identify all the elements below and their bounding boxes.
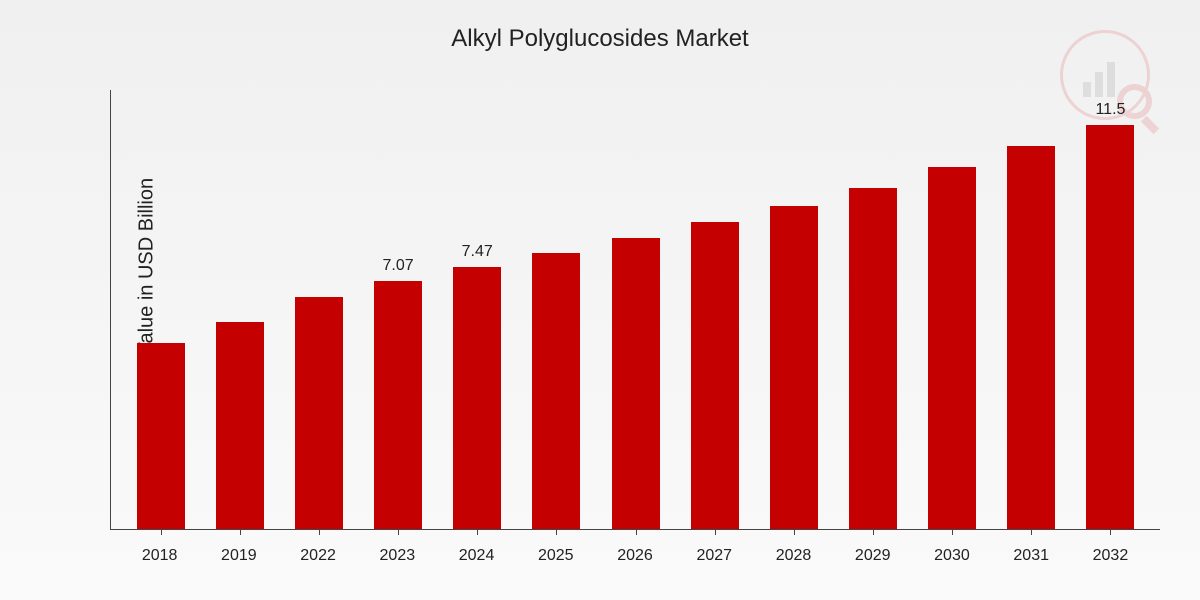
x-axis-label: 2027 xyxy=(675,547,754,565)
x-tick xyxy=(952,529,953,535)
bar-group: 7.07 xyxy=(358,90,437,529)
x-tick xyxy=(1110,529,1111,535)
bar xyxy=(374,281,422,529)
bar-group xyxy=(833,90,912,529)
x-tick xyxy=(636,529,637,535)
x-axis-label: 2022 xyxy=(278,547,357,565)
x-axis-label: 2024 xyxy=(437,547,516,565)
bar xyxy=(612,238,660,529)
bar xyxy=(770,206,818,529)
x-tick xyxy=(319,529,320,535)
bar-group: 7.47 xyxy=(438,90,517,529)
x-axis-label: 2026 xyxy=(595,547,674,565)
x-tick xyxy=(715,529,716,535)
bar-group xyxy=(279,90,358,529)
bar xyxy=(137,343,185,529)
x-tick xyxy=(794,529,795,535)
bar xyxy=(928,167,976,529)
x-tick xyxy=(240,529,241,535)
x-axis-label: 2023 xyxy=(358,547,437,565)
x-axis-label: 2029 xyxy=(833,547,912,565)
bar-group xyxy=(517,90,596,529)
bar xyxy=(691,222,739,529)
bar xyxy=(216,322,264,529)
x-axis-label: 2028 xyxy=(754,547,833,565)
x-tick xyxy=(161,529,162,535)
plot-area: 7.07 7.47 11.5 xyxy=(110,90,1160,530)
x-axis-label: 2025 xyxy=(516,547,595,565)
chart-container: Alkyl Polyglucosides Market Market Value… xyxy=(0,0,1200,600)
bar-group xyxy=(992,90,1071,529)
bar-group xyxy=(675,90,754,529)
x-tick xyxy=(873,529,874,535)
bar xyxy=(532,253,580,529)
bars-wrapper: 7.07 7.47 11.5 xyxy=(111,90,1160,529)
x-axis-label: 2019 xyxy=(199,547,278,565)
x-tick xyxy=(477,529,478,535)
bar-group xyxy=(121,90,200,529)
x-axis-label: 2018 xyxy=(120,547,199,565)
bar-group xyxy=(596,90,675,529)
bar-group xyxy=(200,90,279,529)
bar-group xyxy=(913,90,992,529)
x-axis-labels: 2018201920222023202420252026202720282029… xyxy=(110,547,1160,565)
bar-group: 11.5 xyxy=(1071,90,1150,529)
x-axis-label: 2032 xyxy=(1071,547,1150,565)
x-axis-label: 2031 xyxy=(992,547,1071,565)
bar-value-label: 11.5 xyxy=(1095,101,1125,119)
bar-value-label: 7.47 xyxy=(462,243,493,261)
bar-value-label: 7.07 xyxy=(382,257,413,275)
bar xyxy=(1086,125,1134,529)
bar xyxy=(849,188,897,529)
bar xyxy=(295,297,343,529)
chart-title: Alkyl Polyglucosides Market xyxy=(0,0,1200,53)
bar xyxy=(453,267,501,529)
x-axis-label: 2030 xyxy=(912,547,991,565)
bar xyxy=(1007,146,1055,529)
bar-group xyxy=(754,90,833,529)
x-tick xyxy=(1031,529,1032,535)
x-tick xyxy=(398,529,399,535)
x-tick xyxy=(556,529,557,535)
